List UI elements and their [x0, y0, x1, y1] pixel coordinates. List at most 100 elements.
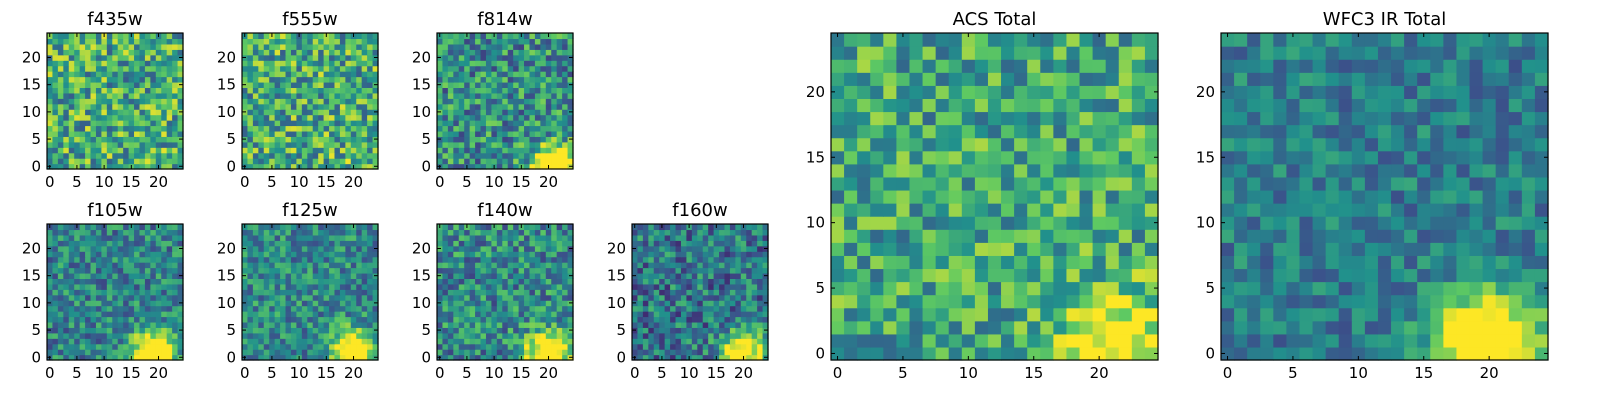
heatmap-cell [177, 98, 184, 105]
heatmap-cell [258, 278, 265, 285]
heatmap-cell [469, 87, 476, 94]
heatmap-cell [79, 256, 86, 263]
heatmap-cell [458, 33, 465, 40]
heatmap-cell [128, 272, 135, 279]
heatmap-cell [144, 141, 151, 148]
heatmap-cell [551, 349, 558, 356]
heatmap-cell [312, 289, 319, 296]
heatmap-cell [301, 38, 308, 45]
heatmap-cell [329, 240, 336, 247]
heatmap-cell [252, 87, 259, 94]
heatmap-cell [150, 125, 157, 132]
heatmap-cell [697, 229, 704, 236]
heatmap-cell [85, 289, 92, 296]
heatmap-cell [301, 262, 308, 269]
heatmap-cell [57, 354, 64, 361]
heatmap-cell [290, 147, 297, 154]
heatmap-cell [857, 346, 871, 361]
heatmap-cell [247, 311, 254, 318]
heatmap-cell [729, 289, 736, 296]
heatmap-cell [475, 294, 482, 301]
heatmap-cell [79, 251, 86, 258]
heatmap-cell [134, 152, 141, 159]
heatmap-cell [139, 114, 146, 121]
heatmap-cell [1079, 216, 1094, 230]
heatmap-cell [280, 152, 287, 159]
heatmap-cell [367, 251, 374, 258]
heatmap-cell [491, 38, 498, 45]
heatmap-cell [458, 76, 465, 83]
heatmap-cell [285, 49, 292, 56]
heatmap-cell [524, 130, 531, 137]
heatmap-cell [513, 278, 520, 285]
heatmap-cell [85, 87, 92, 94]
heatmap-cell [361, 245, 368, 252]
heatmap-cell [1144, 163, 1159, 178]
heatmap-cell [447, 120, 454, 127]
heatmap-cell [117, 343, 124, 350]
heatmap-cell [312, 125, 319, 132]
heatmap-cell [1040, 268, 1054, 283]
heatmap-cell [57, 321, 64, 328]
heatmap-cell [534, 245, 541, 252]
heatmap-cell [1066, 189, 1081, 204]
heatmap-cell [106, 92, 113, 99]
heatmap-cell [464, 267, 471, 274]
heatmap-cell [702, 338, 709, 345]
heatmap-cell [85, 321, 92, 328]
heatmap-cell [485, 33, 492, 40]
heatmap-cell [442, 316, 449, 323]
heatmap-cell [274, 38, 281, 45]
heatmap-cell [857, 333, 871, 348]
heatmap-cell [567, 158, 574, 165]
heatmap-cell [52, 338, 59, 345]
heatmap-cell [437, 103, 444, 110]
heatmap-cell [534, 240, 541, 247]
heatmap-cell [524, 109, 531, 116]
heatmap-cell [74, 267, 81, 274]
heatmap-cell [112, 300, 119, 307]
heatmap-cell [464, 262, 471, 269]
heatmap-cell [85, 98, 92, 105]
heatmap-cell [551, 158, 558, 165]
heatmap-cell [534, 267, 541, 274]
heatmap-cell [339, 234, 346, 241]
heatmap-cell [356, 103, 363, 110]
heatmap-cell [263, 141, 270, 148]
heatmap-cell [329, 38, 336, 45]
heatmap-cell [708, 343, 715, 350]
heatmap-cell [458, 332, 465, 339]
heatmap-cell [112, 54, 119, 61]
heatmap-cell [312, 278, 319, 285]
heatmap-cell [974, 203, 989, 217]
heatmap-cell [751, 349, 758, 356]
heatmap-cell [63, 283, 70, 290]
heatmap-cell [252, 136, 259, 143]
heatmap-cell [63, 114, 70, 121]
heatmap-cell [648, 229, 655, 236]
heatmap-cell [57, 332, 64, 339]
heatmap-cell [562, 98, 569, 105]
heatmap-cell [128, 130, 135, 137]
heatmap-cell [274, 49, 281, 56]
heatmap-cell [540, 251, 547, 258]
heatmap-cell [63, 54, 70, 61]
panel-title: f125w [282, 200, 337, 221]
heatmap-cell [301, 33, 308, 40]
heatmap-cell [172, 114, 179, 121]
heatmap-cell [345, 283, 352, 290]
heatmap-cell [485, 136, 492, 143]
heatmap-cell [480, 71, 487, 78]
heatmap-cell [269, 338, 276, 345]
heatmap-cell [1144, 176, 1159, 191]
heatmap-cell [323, 229, 330, 236]
heatmap-cell [252, 71, 259, 78]
heatmap-cell [502, 130, 509, 137]
heatmap-cell [123, 109, 130, 116]
heatmap-cell [507, 109, 514, 116]
heatmap-cell [1040, 203, 1054, 217]
heatmap-cell [285, 278, 292, 285]
heatmap-cell [74, 240, 81, 247]
heatmap-cell [301, 152, 308, 159]
heatmap-cell [896, 346, 911, 361]
